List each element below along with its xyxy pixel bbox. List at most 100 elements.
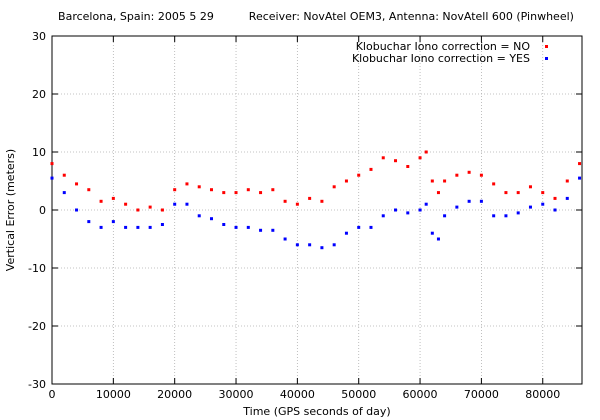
- data-point: [516, 211, 520, 215]
- data-point: [332, 185, 336, 189]
- y-tick-label: 0: [39, 204, 46, 217]
- grid: [52, 36, 582, 384]
- ticks: 0 10000 20000 30000 40000 50000 60000 70000 8000…: [28, 30, 582, 401]
- data-point: [344, 231, 348, 235]
- data-point: [87, 220, 91, 224]
- x-tick-label: 40000: [280, 388, 315, 401]
- data-point: [565, 196, 569, 200]
- data-point: [185, 202, 189, 206]
- data-point: [271, 188, 275, 192]
- data-point: [62, 173, 66, 177]
- data-point: [418, 208, 422, 212]
- data-point: [357, 225, 361, 229]
- data-point: [479, 199, 483, 203]
- data-point: [50, 162, 54, 166]
- data-point: [259, 191, 263, 195]
- x-axis-label: Time (GPS seconds of day): [242, 405, 390, 418]
- data-point: [209, 217, 213, 221]
- data-point: [381, 214, 385, 218]
- data-point: [430, 231, 434, 235]
- data-point: [75, 182, 79, 186]
- y-tick-label: -20: [28, 320, 46, 333]
- data-point: [332, 243, 336, 247]
- data-point: [436, 191, 440, 195]
- x-tick-label: 20000: [157, 388, 192, 401]
- data-point: [578, 162, 582, 166]
- data-point: [259, 228, 263, 232]
- data-point: [124, 225, 128, 229]
- data-point: [467, 170, 471, 174]
- data-point: [295, 202, 299, 206]
- data-point: [209, 188, 213, 192]
- data-point: [430, 179, 434, 183]
- legend-label: Klobuchar Iono correction = YES: [352, 52, 530, 65]
- data-point: [578, 176, 582, 180]
- data-point: [504, 191, 508, 195]
- data-point: [406, 165, 410, 168]
- data-point: [443, 214, 447, 218]
- points: [50, 150, 582, 250]
- y-tick-label: -30: [28, 378, 46, 391]
- data-point: [516, 191, 520, 195]
- data-point: [99, 225, 103, 229]
- legend-marker: [545, 45, 548, 48]
- data-point: [492, 182, 496, 186]
- data-point: [124, 202, 128, 206]
- data-point: [197, 185, 201, 189]
- data-point: [87, 188, 91, 192]
- data-point: [50, 176, 54, 180]
- data-point: [320, 246, 324, 250]
- data-point: [553, 196, 557, 200]
- x-tick-label: 0: [49, 388, 56, 401]
- data-point: [99, 199, 103, 203]
- data-point: [283, 237, 287, 241]
- data-point: [394, 159, 398, 163]
- data-point: [406, 211, 410, 215]
- data-point: [357, 173, 361, 177]
- data-point: [455, 173, 459, 177]
- data-point: [234, 191, 238, 195]
- data-point: [553, 208, 557, 212]
- data-point: [246, 188, 250, 192]
- data-point: [75, 208, 79, 212]
- data-point: [160, 223, 164, 226]
- data-point: [222, 223, 226, 226]
- data-point: [246, 225, 250, 229]
- data-point: [479, 173, 483, 177]
- y-tick-label: 30: [32, 30, 46, 43]
- chart-title: Barcelona, Spain: 2005 5 29 Receiver: No…: [58, 10, 574, 23]
- x-tick-label: 10000: [96, 388, 131, 401]
- data-point: [320, 199, 324, 203]
- data-point: [541, 191, 545, 195]
- data-point: [111, 196, 115, 200]
- data-point: [424, 150, 428, 154]
- y-tick-label: 20: [32, 88, 46, 101]
- legend: Klobuchar Iono correction = NOKlobuchar …: [352, 40, 548, 65]
- data-point: [541, 202, 545, 206]
- data-point: [283, 199, 287, 203]
- series-1: [50, 150, 582, 212]
- x-tick-label: 70000: [464, 388, 499, 401]
- data-point: [222, 191, 226, 195]
- x-tick-label: 30000: [219, 388, 254, 401]
- data-point: [295, 243, 299, 247]
- data-point: [381, 156, 385, 160]
- legend-label: Klobuchar Iono correction = NO: [356, 40, 531, 53]
- data-point: [308, 243, 312, 247]
- series-2: [50, 176, 582, 250]
- data-point: [173, 188, 177, 192]
- data-point: [344, 179, 348, 183]
- data-point: [148, 205, 152, 209]
- data-point: [369, 225, 373, 229]
- data-point: [424, 202, 428, 206]
- y-tick-label: 10: [32, 146, 46, 159]
- data-point: [369, 167, 373, 171]
- data-point: [136, 208, 140, 212]
- data-point: [160, 208, 164, 212]
- data-point: [455, 205, 459, 209]
- data-point: [111, 220, 115, 224]
- data-point: [136, 225, 140, 229]
- data-point: [308, 196, 312, 200]
- data-point: [492, 214, 496, 218]
- data-point: [62, 191, 66, 195]
